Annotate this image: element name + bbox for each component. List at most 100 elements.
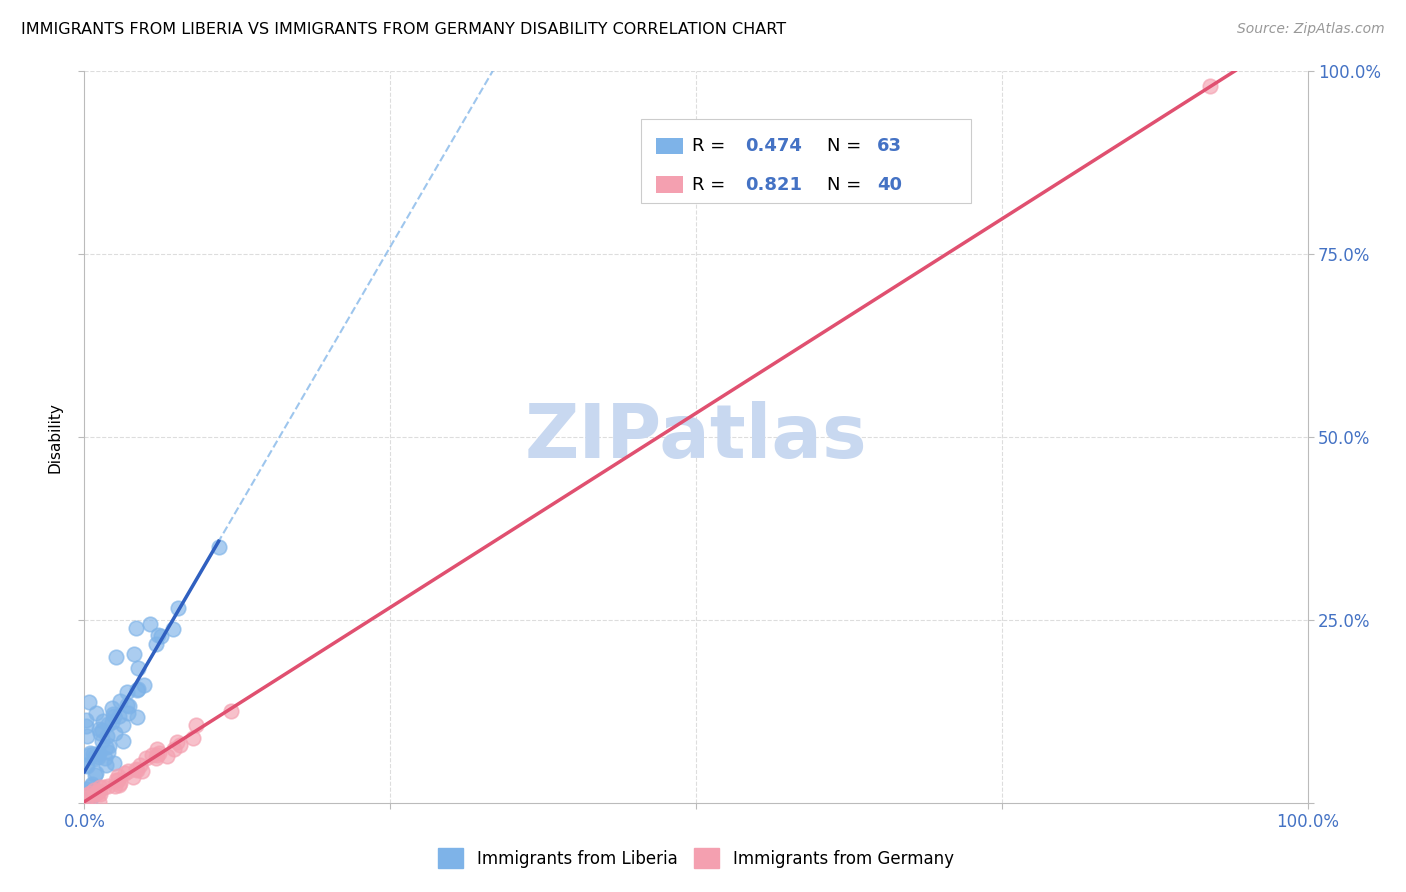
Text: IMMIGRANTS FROM LIBERIA VS IMMIGRANTS FROM GERMANY DISABILITY CORRELATION CHART: IMMIGRANTS FROM LIBERIA VS IMMIGRANTS FR… bbox=[21, 22, 786, 37]
Point bbox=[114, 766, 136, 780]
Point bbox=[97, 779, 120, 793]
Point bbox=[131, 764, 153, 779]
Point bbox=[97, 717, 120, 731]
Point bbox=[89, 780, 111, 795]
Text: 0.474: 0.474 bbox=[745, 136, 801, 155]
Point bbox=[146, 747, 169, 762]
Point bbox=[77, 796, 100, 810]
Point bbox=[112, 718, 135, 732]
Y-axis label: Disability: Disability bbox=[48, 401, 63, 473]
Point bbox=[79, 784, 101, 798]
Text: Source: ZipAtlas.com: Source: ZipAtlas.com bbox=[1237, 22, 1385, 37]
Point bbox=[84, 751, 107, 765]
Point bbox=[122, 770, 145, 784]
Point bbox=[86, 766, 108, 780]
Point bbox=[208, 540, 231, 554]
Point bbox=[96, 739, 118, 754]
Point bbox=[75, 789, 97, 803]
Point bbox=[94, 751, 117, 765]
Point bbox=[108, 778, 131, 792]
Point bbox=[117, 685, 139, 699]
Bar bbox=[655, 177, 682, 193]
Point bbox=[105, 773, 128, 788]
Text: 63: 63 bbox=[877, 136, 903, 155]
Bar bbox=[641, 119, 972, 203]
Point bbox=[149, 629, 172, 643]
Bar bbox=[655, 137, 682, 153]
Point bbox=[115, 698, 138, 712]
Point bbox=[75, 791, 97, 805]
Point bbox=[139, 616, 162, 631]
Point bbox=[103, 706, 125, 721]
Point bbox=[82, 747, 104, 761]
Point bbox=[108, 776, 131, 790]
Point bbox=[167, 601, 190, 615]
Point bbox=[89, 722, 111, 736]
Point bbox=[163, 742, 186, 756]
Point bbox=[90, 733, 112, 747]
Legend: Immigrants from Liberia, Immigrants from Germany: Immigrants from Liberia, Immigrants from… bbox=[432, 841, 960, 875]
Point bbox=[84, 748, 107, 763]
Point bbox=[83, 783, 105, 797]
Point bbox=[105, 650, 128, 665]
Point bbox=[162, 622, 184, 636]
Point bbox=[135, 750, 157, 764]
Point bbox=[101, 701, 124, 715]
Point bbox=[86, 750, 108, 764]
Point bbox=[103, 756, 125, 770]
Point bbox=[124, 621, 146, 635]
Point bbox=[84, 768, 107, 782]
Point bbox=[87, 784, 110, 798]
Point bbox=[77, 695, 100, 709]
Point bbox=[89, 787, 111, 801]
Text: N =: N = bbox=[827, 176, 868, 194]
Text: ZIPatlas: ZIPatlas bbox=[524, 401, 868, 474]
Point bbox=[169, 738, 191, 752]
Text: 40: 40 bbox=[877, 176, 903, 194]
Point bbox=[184, 718, 207, 732]
Point bbox=[80, 791, 103, 805]
Point bbox=[125, 762, 148, 776]
Text: 0.821: 0.821 bbox=[745, 176, 801, 194]
Point bbox=[181, 731, 204, 745]
Point bbox=[111, 734, 134, 748]
Point bbox=[148, 746, 170, 760]
Point bbox=[1198, 78, 1220, 93]
Point bbox=[84, 706, 107, 721]
Text: R =: R = bbox=[692, 176, 731, 194]
Point bbox=[108, 693, 131, 707]
Point bbox=[141, 747, 163, 762]
Point bbox=[127, 681, 149, 696]
Point bbox=[76, 759, 98, 773]
Point bbox=[132, 678, 155, 692]
Point bbox=[76, 781, 98, 796]
Point bbox=[145, 742, 167, 756]
Point bbox=[145, 751, 167, 765]
Point bbox=[89, 725, 111, 739]
Point bbox=[93, 780, 115, 794]
Point bbox=[79, 746, 101, 760]
Point bbox=[103, 709, 125, 723]
Point bbox=[76, 796, 98, 810]
Point bbox=[118, 699, 141, 714]
Point bbox=[107, 773, 129, 788]
Point bbox=[107, 709, 129, 723]
Point bbox=[101, 715, 124, 730]
Point bbox=[219, 704, 242, 718]
Point bbox=[83, 787, 105, 801]
Point bbox=[104, 779, 127, 793]
Point bbox=[87, 746, 110, 760]
Point bbox=[75, 719, 97, 733]
Point bbox=[96, 757, 118, 772]
Point bbox=[104, 726, 127, 740]
Point bbox=[76, 729, 98, 743]
Point bbox=[107, 768, 129, 782]
Point bbox=[145, 637, 167, 651]
Point bbox=[124, 647, 146, 661]
Point bbox=[89, 785, 111, 799]
Point bbox=[166, 735, 188, 749]
Point bbox=[127, 661, 149, 675]
Text: N =: N = bbox=[827, 136, 868, 155]
Point bbox=[146, 628, 169, 642]
Point bbox=[87, 795, 110, 809]
